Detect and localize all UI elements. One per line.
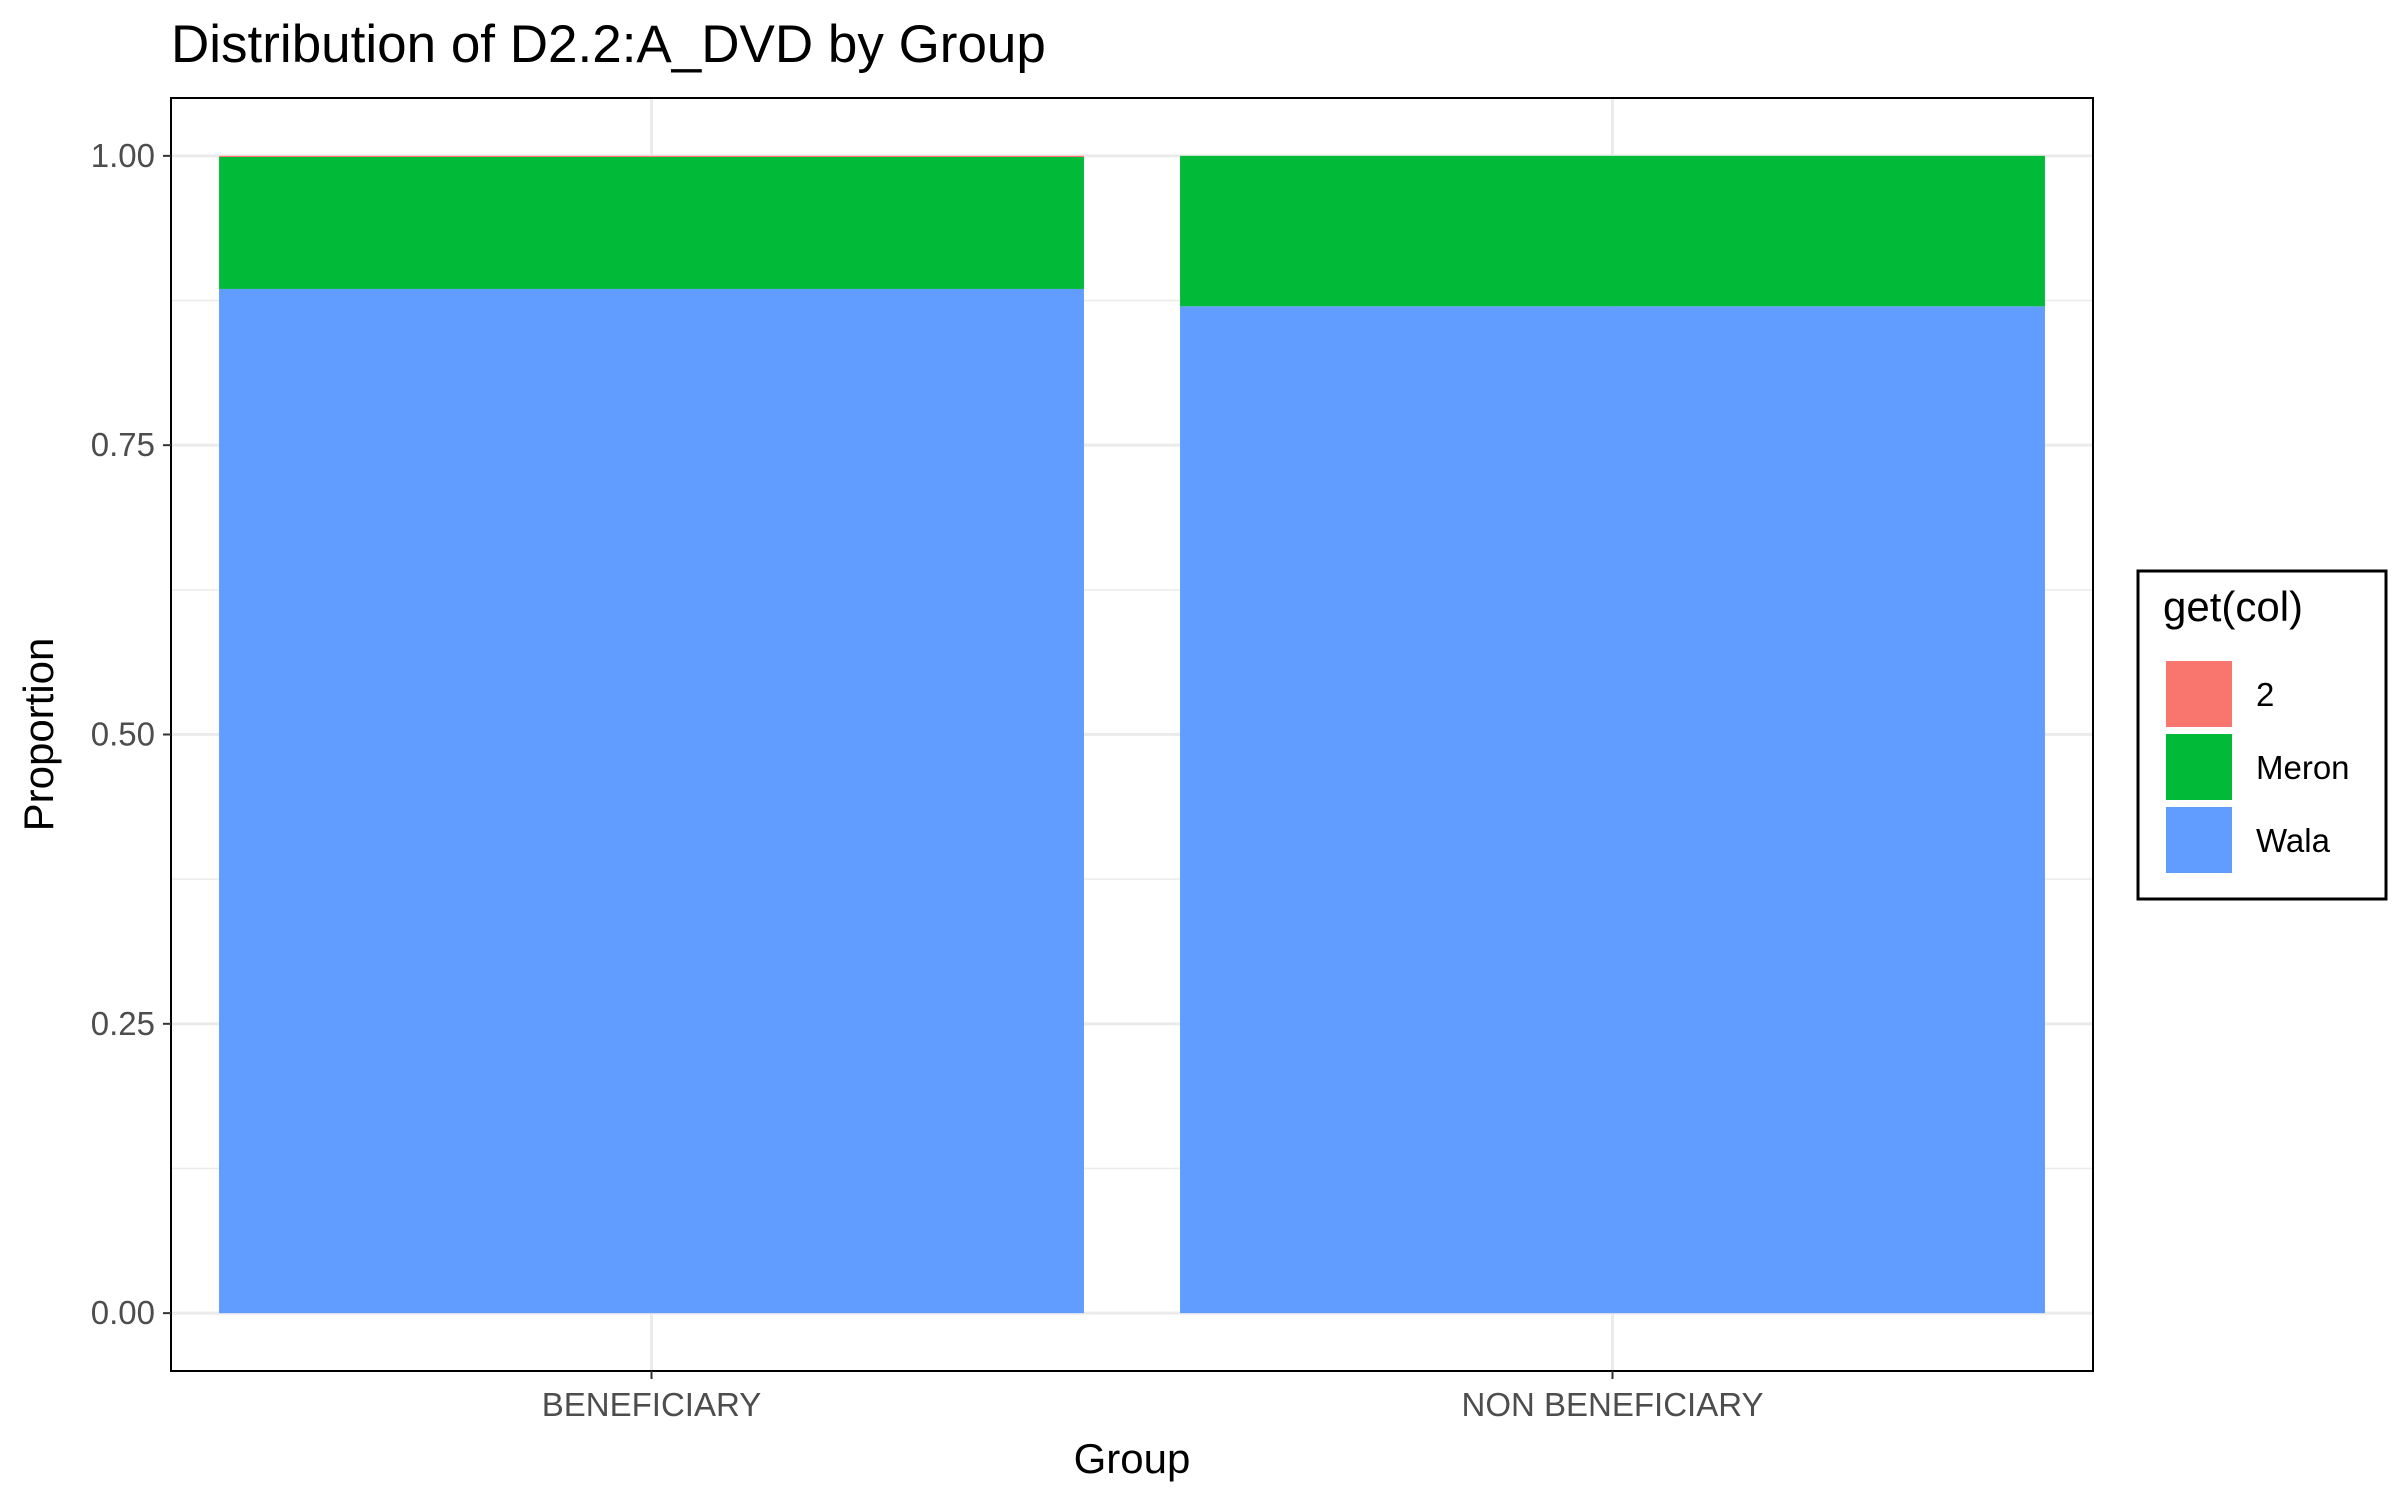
legend: get(col) 2 Meron Wala [2136, 569, 2388, 901]
y-axis-title: Proportion [15, 638, 62, 832]
y-tick-label: 0.75 [91, 426, 155, 463]
y-tick-label: 0.00 [91, 1294, 155, 1331]
legend-title: get(col) [2163, 583, 2303, 630]
bar-beneficiary-meron [219, 157, 1084, 289]
bar-non-beneficiary-meron [1180, 155, 2045, 307]
bars [219, 155, 2045, 1314]
bar-beneficiary-wala [219, 288, 1084, 1314]
y-tick-label: 0.25 [91, 1005, 155, 1042]
legend-label-meron: Meron [2256, 749, 2350, 786]
y-tick-label: 0.50 [91, 716, 155, 753]
y-axis-ticks: 0.00 0.25 0.50 0.75 1.00 [91, 137, 171, 1331]
legend-key-wala [2166, 807, 2232, 873]
x-tick-label: NON BENEFICIARY [1462, 1386, 1764, 1423]
legend-label-wala: Wala [2256, 822, 2331, 859]
x-axis-ticks: BENEFICIARY NON BENEFICIARY [542, 1371, 1764, 1423]
bar-beneficiary-2 [219, 155, 1084, 158]
legend-label-2: 2 [2256, 676, 2274, 713]
y-tick-label: 1.00 [91, 137, 155, 174]
chart-title: Distribution of D2.2:A_DVD by Group [171, 15, 1046, 74]
legend-key-meron [2166, 734, 2232, 800]
legend-key-2 [2166, 661, 2232, 727]
legend-items: 2 Meron Wala [2166, 661, 2350, 873]
x-tick-label: BENEFICIARY [542, 1386, 761, 1423]
x-axis-title: Group [1074, 1435, 1191, 1482]
bar-non-beneficiary-wala [1180, 306, 2045, 1314]
